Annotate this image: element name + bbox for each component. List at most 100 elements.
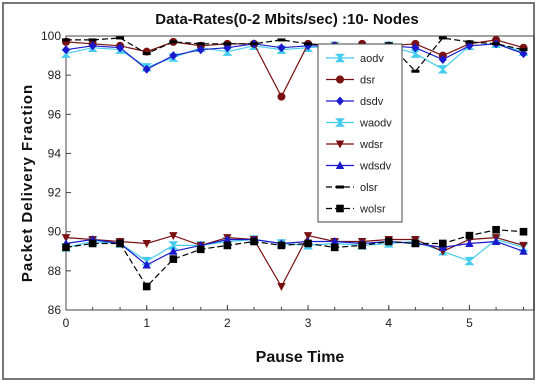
legend-marker xyxy=(336,96,344,106)
data-point-wolsr xyxy=(358,241,366,250)
legend-item-wdsr: wdsr xyxy=(326,139,384,151)
data-point-wolsr xyxy=(169,255,178,263)
legend-item-wdsdv: wdsdv xyxy=(326,161,392,173)
data-point-wdsdv xyxy=(142,260,151,269)
data-point-wolsr xyxy=(116,239,124,248)
legend-label: dsr xyxy=(360,75,376,87)
data-point-olsr xyxy=(88,38,97,42)
data-point-olsr xyxy=(116,36,125,40)
y-axis-label: Packet Delivery Fraction xyxy=(19,84,36,282)
x-tick-label: 2 xyxy=(224,316,231,330)
legend-marker xyxy=(336,185,344,189)
y-axis: 86 88 90 92 94 96 98 100 xyxy=(41,29,71,317)
data-point-dsdv xyxy=(223,43,232,53)
legend-marker xyxy=(335,140,345,149)
data-point-olsr xyxy=(411,69,420,73)
legend-label: waodv xyxy=(359,118,392,130)
data-point-wolsr xyxy=(88,239,97,248)
data-point-olsr xyxy=(465,40,474,44)
data-point-dsdv xyxy=(196,45,205,55)
legend-item-dsdv: dsdv xyxy=(326,96,384,108)
y-tick-label: 86 xyxy=(48,303,62,317)
y-tick-label: 94 xyxy=(48,146,62,160)
series-layer xyxy=(60,35,529,292)
data-point-wolsr xyxy=(304,239,312,248)
data-point-dsdv xyxy=(142,64,151,74)
data-point-dsdv xyxy=(116,43,125,53)
data-point-wolsr xyxy=(62,243,70,252)
data-point-wolsr xyxy=(330,243,339,252)
y-tick-label: 88 xyxy=(48,264,62,278)
data-point-wdsdv xyxy=(330,237,339,245)
data-point-wdsr xyxy=(61,234,71,243)
data-point-wdsdv xyxy=(169,246,178,255)
data-point-wolsr xyxy=(384,237,393,246)
data-point-wdsr xyxy=(142,239,151,248)
y-tick-label: 92 xyxy=(48,186,62,200)
plot-area xyxy=(65,35,535,311)
x-axis-label: Pause Time xyxy=(256,349,345,366)
data-point-dsdv xyxy=(411,43,420,53)
x-tick-label: 3 xyxy=(305,316,312,330)
series-line-olsr xyxy=(66,37,524,73)
data-point-olsr xyxy=(169,40,178,44)
y-tick-label: 100 xyxy=(41,29,61,43)
data-point-wdsdv xyxy=(223,235,232,244)
data-point-wolsr xyxy=(250,237,258,246)
series-line-dsdv xyxy=(65,43,524,71)
data-point-olsr xyxy=(438,36,447,40)
series-line-wolsr xyxy=(65,229,524,288)
y-tick-label: 90 xyxy=(48,225,62,239)
data-point-wdsr xyxy=(519,241,528,250)
data-point-wdsr xyxy=(169,232,178,241)
series-line-aodv xyxy=(65,43,524,71)
data-point-wolsr xyxy=(465,231,474,240)
data-point-olsr xyxy=(142,52,151,56)
series-line-dsr xyxy=(65,39,524,99)
data-point-wolsr xyxy=(519,227,528,236)
legend-marker xyxy=(334,118,346,127)
series-dsr xyxy=(62,35,528,101)
series-line-wdsdv xyxy=(65,238,524,266)
legend-label: wolsr xyxy=(359,204,386,216)
data-point-wolsr xyxy=(223,241,232,250)
legend-item-waodv: waodv xyxy=(326,118,392,130)
data-point-olsr xyxy=(519,48,528,52)
data-point-dsdv xyxy=(169,51,178,61)
data-point-waodv xyxy=(464,256,475,266)
data-point-wdsdv xyxy=(465,238,474,247)
data-point-olsr xyxy=(277,38,286,42)
data-point-olsr xyxy=(196,42,205,46)
x-tick-label: 4 xyxy=(385,316,392,330)
data-point-wdsr xyxy=(303,232,313,241)
legend-label: aodv xyxy=(360,53,384,65)
x-tick-label: 1 xyxy=(143,316,150,330)
data-point-waodv xyxy=(168,241,179,250)
data-point-dsr xyxy=(277,92,286,101)
data-point-wolsr xyxy=(142,282,151,291)
legend-label: dsdv xyxy=(360,96,384,108)
data-point-olsr xyxy=(62,38,70,42)
data-point-dsdv xyxy=(519,49,528,59)
series-line-waodv xyxy=(65,238,524,262)
data-point-olsr xyxy=(304,42,313,46)
legend-item-aodv: aodv xyxy=(326,53,384,65)
data-point-olsr xyxy=(492,42,501,46)
legend-item-wolsr: wolsr xyxy=(326,204,386,216)
chart-frame xyxy=(2,2,535,380)
legend-label: wdsdv xyxy=(359,161,392,173)
x-tick-label: 5 xyxy=(466,316,473,330)
series-line-wdsr xyxy=(65,234,524,288)
data-point-wdsr xyxy=(277,283,286,292)
series-olsr xyxy=(62,36,528,73)
data-point-aodv xyxy=(437,65,448,74)
data-point-dsdv xyxy=(465,41,474,51)
legend: aodv dsr dsdv waodv wdsr wdsdv olsr wolsr xyxy=(317,43,403,223)
legend-item-dsr: dsr xyxy=(326,75,376,87)
x-tick-label: 0 xyxy=(63,316,70,330)
series-wolsr xyxy=(62,225,528,291)
legend-marker xyxy=(335,161,345,169)
data-point-wdsdv xyxy=(491,237,501,245)
legend-marker xyxy=(336,204,344,213)
